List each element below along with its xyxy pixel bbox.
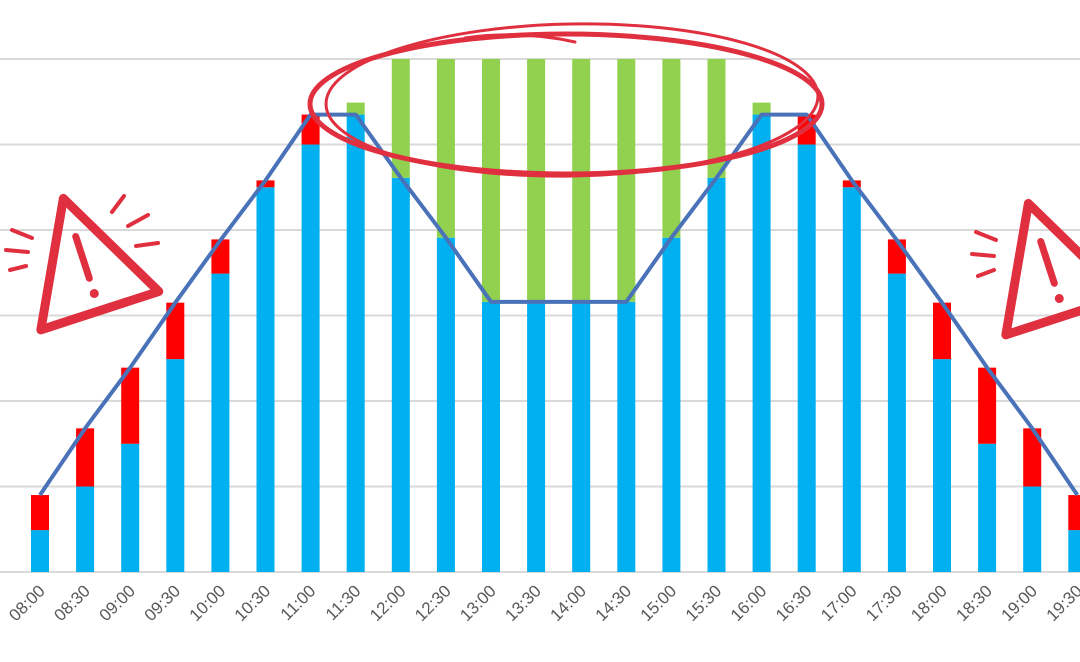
bar-segment — [31, 495, 49, 531]
bar-segment — [166, 359, 185, 572]
bar-segment — [256, 180, 275, 188]
bar-segment — [752, 102, 771, 115]
bar-segment — [482, 59, 500, 302]
bar-segment — [1068, 495, 1080, 531]
bar-segment — [572, 59, 591, 302]
bar-segment — [887, 273, 906, 572]
bar-segment — [527, 59, 546, 302]
bar-segment — [166, 302, 185, 360]
bar-segment — [933, 359, 951, 572]
line — [38, 112, 1079, 497]
bar-segment — [436, 59, 455, 238]
bar-segment — [1023, 428, 1042, 487]
highlight-ellipse — [324, 22, 820, 178]
bar-segment — [707, 177, 726, 572]
bar-segment — [211, 239, 230, 274]
x-tick-label: 19:30 — [1043, 581, 1080, 625]
bar-segment — [752, 114, 771, 572]
bar-segment — [978, 443, 997, 572]
x-tick-label: 11:30 — [322, 581, 365, 624]
x-tick-label: 13:00 — [456, 581, 500, 625]
x-tick-label: 14:30 — [592, 581, 636, 625]
warning-rays — [970, 230, 998, 278]
x-tick-label: 08:30 — [50, 581, 94, 625]
x-tick-label: 18:30 — [952, 581, 996, 625]
x-tick-label: 15:30 — [682, 581, 726, 625]
bar-segment — [436, 237, 455, 572]
bar-segment — [842, 187, 861, 572]
x-tick-label: 13:30 — [501, 581, 545, 625]
bar-segment — [662, 237, 681, 572]
x-tick-label: 09:00 — [96, 581, 140, 625]
x-tick-label: 12:30 — [411, 581, 455, 625]
bar-segment — [572, 301, 591, 572]
x-tick-label: 17:00 — [817, 581, 861, 625]
bar-segment — [978, 367, 997, 444]
annotations — [4, 22, 1080, 340]
x-tick-label: 15:00 — [637, 581, 681, 625]
bar-segment — [31, 530, 49, 572]
highlight-stroke — [463, 33, 577, 44]
highlight-ellipse — [307, 31, 825, 177]
bar-segment — [346, 102, 365, 115]
bar-segment — [301, 144, 320, 572]
bar-segment — [482, 301, 500, 572]
x-tick-label: 11:00 — [277, 581, 320, 624]
bar-segment — [527, 301, 546, 572]
x-tick-label: 14:00 — [547, 581, 591, 625]
bar-segment — [797, 144, 816, 572]
bar-segment — [617, 301, 636, 572]
x-tick-label: 09:30 — [141, 581, 185, 625]
bar-segment — [842, 180, 861, 188]
bar-segment — [121, 443, 140, 572]
bar-segment — [391, 177, 410, 572]
bar-segment — [76, 428, 95, 487]
x-tick-label: 12:00 — [366, 581, 410, 625]
bar-segment — [256, 187, 275, 572]
x-tick-label: 19:00 — [998, 581, 1042, 625]
bar-segment — [887, 239, 906, 274]
x-tick-label: 18:00 — [907, 581, 951, 625]
x-tick-label: 08:00 — [5, 581, 49, 625]
bar-segment — [76, 486, 95, 572]
bar-segment — [707, 59, 726, 178]
bar-segment — [617, 59, 636, 302]
x-tick-label: 16:00 — [727, 581, 771, 625]
x-tick-label: 16:30 — [772, 581, 816, 625]
bar-segment — [346, 114, 365, 572]
bar-segment — [391, 59, 410, 178]
bars — [31, 59, 1080, 572]
bar-segment — [662, 59, 681, 238]
warning-icon — [1001, 198, 1080, 340]
bar-segment — [121, 367, 140, 444]
warning-icon — [36, 193, 164, 335]
warning-rays — [4, 194, 160, 272]
x-tick-label: 17:30 — [862, 581, 906, 625]
x-tick-label: 10:00 — [186, 581, 230, 625]
bar-segment — [211, 273, 230, 572]
x-tick-label: 10:30 — [231, 581, 275, 625]
bar-segment — [933, 302, 951, 360]
bar-segment — [1068, 530, 1080, 572]
bar-segment — [1023, 486, 1042, 572]
